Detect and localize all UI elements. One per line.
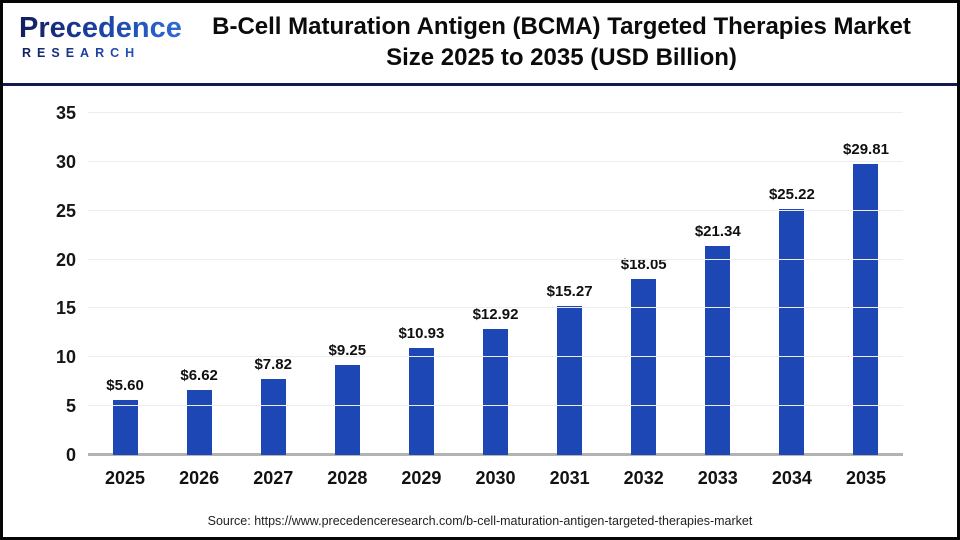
bar-value-label-2030: $12.92 [472, 305, 519, 323]
x-axis-label-2031: 2031 [549, 468, 590, 488]
bar-column-2027: $7.82 [236, 113, 310, 455]
bar-column-2029: $10.93 [384, 113, 458, 455]
bar-2028 [334, 364, 360, 455]
bar-2031 [557, 305, 583, 455]
plot-area: $5.60 $6.62 $7.82 $9.25 $10.93 $12.92 $15.27 $1… [56, 103, 903, 465]
bar-column-2026: $6.62 [162, 113, 236, 455]
x-axis-label-2035: 2035 [845, 468, 886, 488]
gridline-25 [88, 209, 903, 211]
bar-2027 [260, 378, 286, 455]
bar-column-2025: $5.60 [88, 113, 162, 455]
y-axis-tick-0: 0 [65, 445, 76, 465]
bar-2033 [705, 246, 731, 455]
x-axis-label-2030: 2030 [475, 468, 516, 488]
chart-title: B-Cell Maturation Antigen (BCMA) Targete… [188, 3, 957, 73]
bar-value-label-2029: $10.93 [398, 325, 445, 343]
precedence-research-logo: Precedence RESEARCH [3, 3, 188, 61]
bars-row: $5.60 $6.62 $7.82 $9.25 $10.93 $12.92 $15.27 $1… [88, 113, 903, 455]
logo-wordmark: Precedence [19, 14, 188, 43]
x-axis-label-2032: 2032 [623, 468, 664, 488]
x-axis-label-2025: 2025 [105, 468, 146, 488]
logo-tagline: RESEARCH [19, 46, 188, 60]
gridline-30 [88, 160, 903, 162]
x-axis-label-2033: 2033 [697, 468, 738, 488]
bar-2034 [779, 208, 805, 455]
y-axis-tick-20: 20 [55, 249, 76, 270]
gridline-35 [88, 112, 903, 113]
bar-column-2034: $25.22 [755, 113, 829, 455]
source-attribution: Source: https://www.precedenceresearch.c… [207, 514, 753, 528]
x-axis-label-2029: 2029 [401, 468, 442, 488]
gridline-10 [88, 356, 903, 358]
gridline-15 [88, 307, 903, 309]
bar-value-label-2025: $5.60 [106, 377, 144, 395]
y-axis-tick-25: 25 [55, 200, 76, 221]
bar-2026 [186, 390, 212, 455]
bar-value-label-2026: $6.62 [180, 367, 218, 385]
bar-value-label-2028: $9.25 [328, 341, 367, 359]
gridline-5 [88, 405, 903, 407]
bar-column-2028: $9.25 [310, 113, 384, 455]
y-axis-tick-5: 5 [65, 396, 76, 417]
x-axis-label-2028: 2028 [327, 468, 368, 488]
chart-title-line-1: B-Cell Maturation Antigen (BCMA) Targete… [212, 13, 911, 40]
chart-title-line-2: Size 2025 to 2035 (USD Billion) [386, 44, 737, 72]
bar-value-label-2035: $29.81 [843, 140, 889, 158]
bar-value-label-2033: $21.34 [694, 223, 741, 241]
y-axis-tick-30: 30 [55, 151, 76, 172]
y-axis-tick-15: 15 [55, 298, 76, 319]
gridline-20 [88, 258, 903, 260]
bar-value-label-2032: $18.05 [620, 255, 667, 273]
bar-2025 [112, 400, 138, 455]
bar-2030 [483, 328, 509, 455]
bar-2035 [853, 163, 879, 455]
y-axis-tick-35: 35 [55, 103, 76, 123]
bar-column-2030: $12.92 [458, 113, 532, 455]
bar-value-label-2031: $15.27 [546, 282, 593, 300]
x-axis-label-2026: 2026 [179, 468, 220, 488]
x-axis-label-2027: 2027 [253, 468, 294, 488]
bar-column-2031: $15.27 [533, 113, 607, 455]
bar-column-2035: $29.81 [829, 113, 903, 455]
bar-2029 [408, 348, 434, 455]
header: Precedence RESEARCH B-Cell Maturation An… [3, 3, 957, 86]
bar-column-2032: $18.05 [607, 113, 681, 455]
bar-value-label-2027: $7.82 [254, 355, 292, 373]
chart-region: $5.60 $6.62 $7.82 $9.25 $10.93 $12.92 $15.27 $1… [3, 86, 957, 537]
x-axis-labels: 2025 2026 2027 2028 2029 2030 2031 2032 2033 2034… [88, 468, 903, 489]
bar-value-label-2034: $25.22 [768, 185, 815, 203]
bar-column-2033: $21.34 [681, 113, 755, 455]
y-axis-tick-10: 10 [55, 347, 76, 368]
x-axis-label-2034: 2034 [771, 468, 812, 488]
bar-2032 [631, 278, 657, 455]
